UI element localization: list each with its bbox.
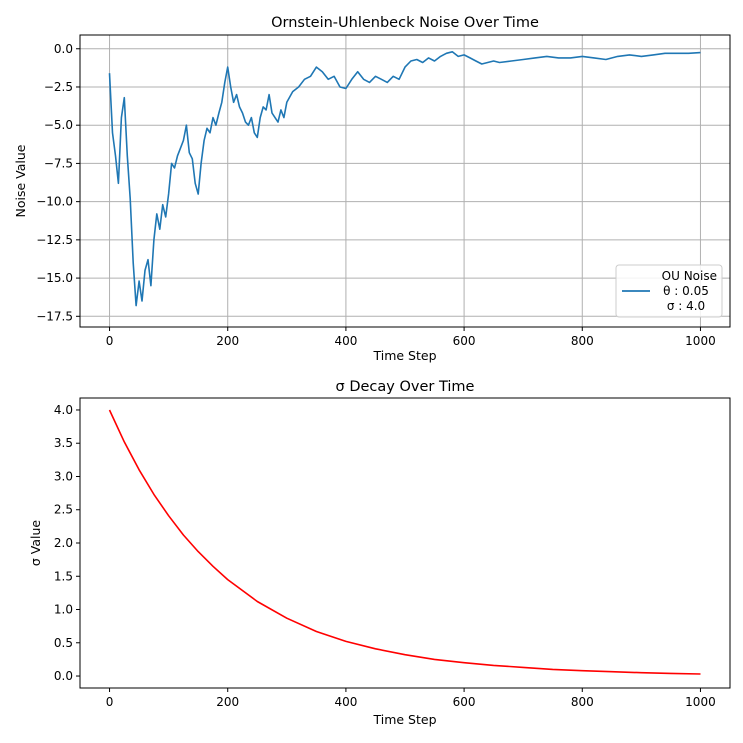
x-tick-label: 400 xyxy=(334,334,357,348)
sigma-chart-x-axis: 0 200 400 600 800 1000 xyxy=(106,688,716,709)
noise-chart-series xyxy=(108,50,701,307)
y-tick-label: 0.0 xyxy=(54,669,73,683)
noise-chart-plot-frame xyxy=(79,34,731,328)
sigma-chart-plot-frame xyxy=(79,397,731,689)
y-tick-label: 3.0 xyxy=(54,469,73,483)
series-line xyxy=(108,50,701,307)
noise-chart-y-label: Noise Value xyxy=(13,144,28,217)
legend-sigma-entry: σ : 4.0 xyxy=(667,299,705,313)
x-tick-label: 0 xyxy=(106,334,114,348)
y-tick-label: 1.5 xyxy=(54,569,73,583)
legend-title: OU Noise xyxy=(662,269,717,283)
x-tick-label: 600 xyxy=(453,695,476,709)
noise-chart-x-axis: 0 200 400 600 800 1000 xyxy=(106,327,716,348)
sigma-chart-x-label: Time Step xyxy=(372,712,436,727)
sigma-chart-series xyxy=(108,409,701,675)
y-tick-label: −10.0 xyxy=(36,195,73,209)
y-tick-label: −15.0 xyxy=(36,271,73,285)
y-tick-label: −17.5 xyxy=(36,309,73,323)
x-tick-label: 1000 xyxy=(685,695,716,709)
x-tick-label: 200 xyxy=(216,334,239,348)
y-tick-label: 0.5 xyxy=(54,636,73,650)
noise-chart-x-label: Time Step xyxy=(372,348,436,363)
x-tick-label: 800 xyxy=(571,695,594,709)
noise-chart: Ornstein-Uhlenbeck Noise Over Time 0 200 4… xyxy=(13,15,731,363)
y-tick-label: 0.0 xyxy=(54,42,73,56)
y-tick-label: −7.5 xyxy=(44,156,73,170)
sigma-chart-y-axis: 0.0 0.5 1.0 1.5 2.0 2.5 3.0 3.5 4.0 xyxy=(54,403,80,683)
x-tick-label: 400 xyxy=(334,695,357,709)
sigma-chart-title: σ Decay Over Time xyxy=(336,379,475,395)
noise-chart-y-axis: 0.0 −2.5 −5.0 −7.5 −10.0 −12.5 −15.0 −17.5 xyxy=(36,42,80,323)
x-tick-label: 0 xyxy=(106,695,114,709)
sigma-chart-y-label: σ Value xyxy=(28,520,43,567)
x-tick-label: 200 xyxy=(216,695,239,709)
y-tick-label: 2.0 xyxy=(54,536,73,550)
sigma-chart: σ Decay Over Time 0 200 400 600 800 1000 0.00… xyxy=(28,379,731,727)
noise-chart-legend: OU Noise θ : 0.05 σ : 4.0 xyxy=(615,264,723,318)
legend-theta-entry: θ : 0.05 xyxy=(663,284,709,298)
y-tick-label: −2.5 xyxy=(44,80,73,94)
y-tick-label: −5.0 xyxy=(44,118,73,132)
y-tick-label: 4.0 xyxy=(54,403,73,417)
y-tick-label: 1.0 xyxy=(54,603,73,617)
x-tick-label: 1000 xyxy=(685,334,716,348)
y-tick-label: 2.5 xyxy=(54,503,73,517)
legend-frame xyxy=(615,264,723,318)
y-tick-label: 3.5 xyxy=(54,436,73,450)
noise-chart-title: Ornstein-Uhlenbeck Noise Over Time xyxy=(271,15,539,31)
series-line xyxy=(108,409,701,675)
x-tick-label: 800 xyxy=(571,334,594,348)
y-tick-label: −12.5 xyxy=(36,233,73,247)
x-tick-label: 600 xyxy=(453,334,476,348)
